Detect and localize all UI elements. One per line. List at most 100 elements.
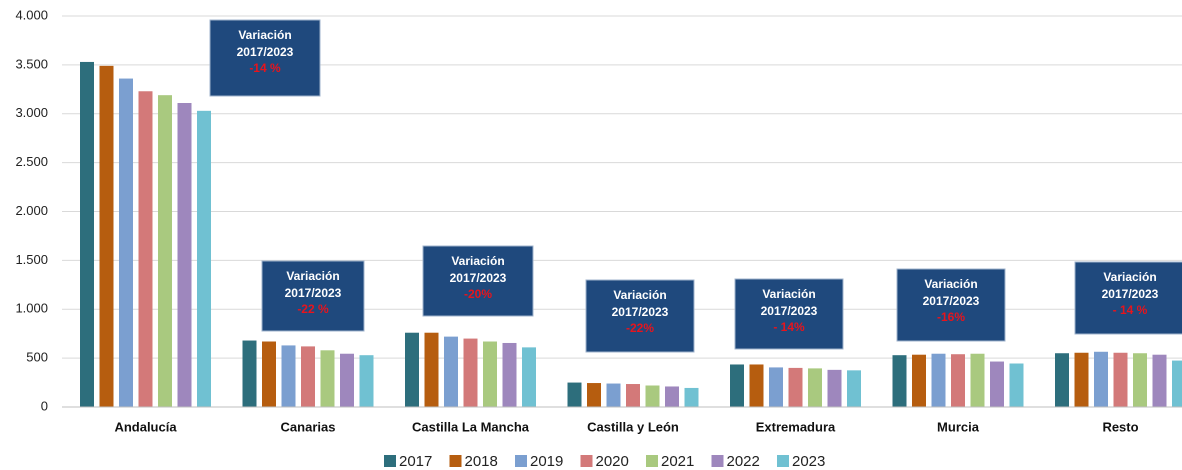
annotation-period: 2017/2023 xyxy=(237,45,294,59)
bar xyxy=(242,340,257,407)
bar xyxy=(951,354,965,407)
annotation-period: 2017/2023 xyxy=(612,305,669,319)
annotation-change: - 14 % xyxy=(1113,303,1148,317)
y-tick-label: 1.000 xyxy=(15,301,48,316)
bar xyxy=(158,95,172,408)
annotation-box xyxy=(422,245,534,317)
bar xyxy=(1113,352,1128,407)
bar xyxy=(405,332,419,407)
bar xyxy=(912,354,926,407)
annotation-box xyxy=(896,268,1006,342)
annotation-change: -14 % xyxy=(249,61,281,75)
bar xyxy=(177,102,192,407)
bar xyxy=(444,336,458,407)
annotation-change: - 14% xyxy=(773,320,805,334)
bar xyxy=(262,341,276,407)
legend-swatch xyxy=(515,455,527,467)
y-tick-label: 0 xyxy=(41,398,48,413)
annotation-change: -22% xyxy=(626,321,654,335)
bar xyxy=(1009,363,1024,407)
annotation-change: -22 % xyxy=(297,302,329,316)
legend-label: 2019 xyxy=(530,453,563,470)
bar xyxy=(769,367,783,407)
legend-swatch xyxy=(384,455,396,467)
bar xyxy=(320,350,335,407)
bar xyxy=(606,383,621,407)
annotation-change: -16% xyxy=(937,310,965,324)
legend-label: 2021 xyxy=(661,453,694,470)
bar xyxy=(931,353,946,407)
bar xyxy=(340,353,354,407)
annotation-change: -20% xyxy=(464,287,492,301)
bar xyxy=(99,65,114,407)
y-tick-label: 3.000 xyxy=(15,105,48,120)
bar xyxy=(138,91,153,407)
bar xyxy=(483,341,497,407)
bar xyxy=(847,370,861,407)
bar xyxy=(827,369,842,407)
bar xyxy=(684,387,699,407)
annotation-period: 2017/2023 xyxy=(923,294,980,308)
bar xyxy=(359,355,374,407)
bar xyxy=(626,384,640,407)
bar xyxy=(665,386,679,407)
legend-swatch xyxy=(580,455,593,467)
bar xyxy=(522,347,536,407)
x-tick-label: Resto xyxy=(1102,419,1138,434)
bar xyxy=(788,367,803,407)
x-tick-label: Castilla La Mancha xyxy=(412,419,530,434)
annotation-box xyxy=(209,19,321,97)
x-tick-label: Murcia xyxy=(937,419,980,434)
annotation-title: Variación xyxy=(238,28,291,42)
legend-swatch xyxy=(711,455,724,467)
bar xyxy=(1074,352,1089,407)
legend-swatch xyxy=(777,455,789,467)
bar xyxy=(1094,351,1108,407)
annotation-box xyxy=(1074,261,1182,335)
bar xyxy=(730,364,744,407)
bar xyxy=(424,332,439,407)
annotation-box xyxy=(261,260,365,332)
legend-label: 2017 xyxy=(399,453,432,470)
bar xyxy=(587,383,601,407)
y-tick-label: 3.500 xyxy=(15,56,48,71)
bar xyxy=(1133,353,1147,407)
annotation-title: Variación xyxy=(286,269,339,283)
bar xyxy=(892,355,907,407)
annotation-title: Variación xyxy=(451,254,504,268)
x-tick-label: Canarias xyxy=(281,419,336,434)
legend-swatch xyxy=(646,455,658,467)
y-tick-label: 1.500 xyxy=(15,252,48,267)
legend-label: 2022 xyxy=(727,453,760,470)
annotation-period: 2017/2023 xyxy=(1102,287,1159,301)
y-tick-label: 4.000 xyxy=(15,7,48,22)
annotation-title: Variación xyxy=(1103,270,1156,284)
x-tick-label: Andalucía xyxy=(114,419,177,434)
y-tick-label: 2.000 xyxy=(15,203,48,218)
annotation-title: Variación xyxy=(613,288,666,302)
x-tick-label: Extremadura xyxy=(756,419,836,434)
annotation-period: 2017/2023 xyxy=(285,286,342,300)
bar xyxy=(502,342,517,407)
bar xyxy=(1172,360,1182,407)
bar xyxy=(80,61,94,407)
legend-swatch xyxy=(449,455,462,467)
annotation-box xyxy=(585,279,695,353)
y-tick-label: 500 xyxy=(26,350,48,365)
bar xyxy=(1055,353,1069,407)
bar xyxy=(749,364,764,407)
bar xyxy=(463,338,478,407)
annotation-title: Variación xyxy=(762,287,815,301)
bar xyxy=(301,346,315,407)
annotation-period: 2017/2023 xyxy=(450,271,507,285)
bar xyxy=(197,110,211,407)
bar xyxy=(281,345,296,407)
annotation-box xyxy=(734,278,844,350)
bar xyxy=(645,385,660,407)
legend-label: 2018 xyxy=(465,453,498,470)
legend-label: 2020 xyxy=(596,453,629,470)
bar xyxy=(119,78,133,407)
annotation-period: 2017/2023 xyxy=(761,304,818,318)
bar xyxy=(970,353,985,407)
